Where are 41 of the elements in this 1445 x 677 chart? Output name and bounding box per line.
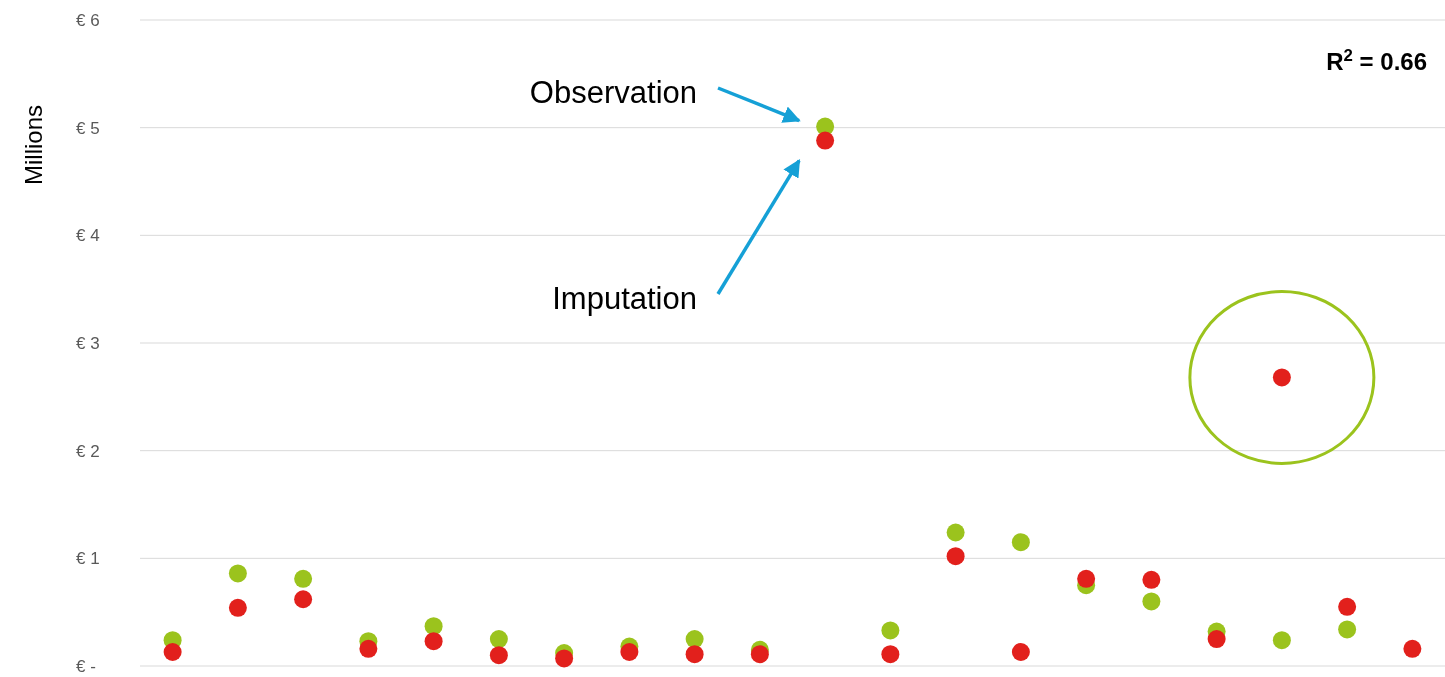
y-tick-label: € 5 [76,118,100,138]
point [489,646,508,665]
point [1338,620,1357,639]
point [881,621,900,640]
point [228,598,247,617]
point [1142,592,1161,611]
point [1272,631,1291,650]
point [685,630,704,649]
point [620,643,639,661]
point [685,645,704,664]
annotation: R$^{2}$ = 0.66 [1326,45,1427,75]
point [294,569,313,588]
point [816,131,835,150]
point [1403,639,1422,658]
point [359,639,378,658]
point [163,643,182,661]
point [424,632,443,651]
point [1077,569,1096,588]
annotation: Imputation [552,280,697,316]
y-tick-label: € 4 [76,226,100,246]
point [294,590,313,609]
point [1011,643,1030,661]
point [424,617,443,636]
y-tick-label: € - [76,656,96,676]
point [750,645,769,664]
point [1142,570,1161,589]
y-tick-label: € 1 [76,549,100,569]
point [228,564,247,583]
point [489,630,508,649]
point [881,645,900,664]
point [555,649,574,668]
annotation: Observation [529,74,697,110]
point [1207,630,1226,649]
point [946,523,965,542]
y-tick-label: € 6 [76,10,100,30]
point [1338,597,1357,616]
y-axis-title: Millions [20,104,47,186]
y-tick-label: € 2 [76,441,100,461]
y-tick-label: € 3 [76,333,100,353]
point [1011,533,1030,552]
point [946,547,965,566]
